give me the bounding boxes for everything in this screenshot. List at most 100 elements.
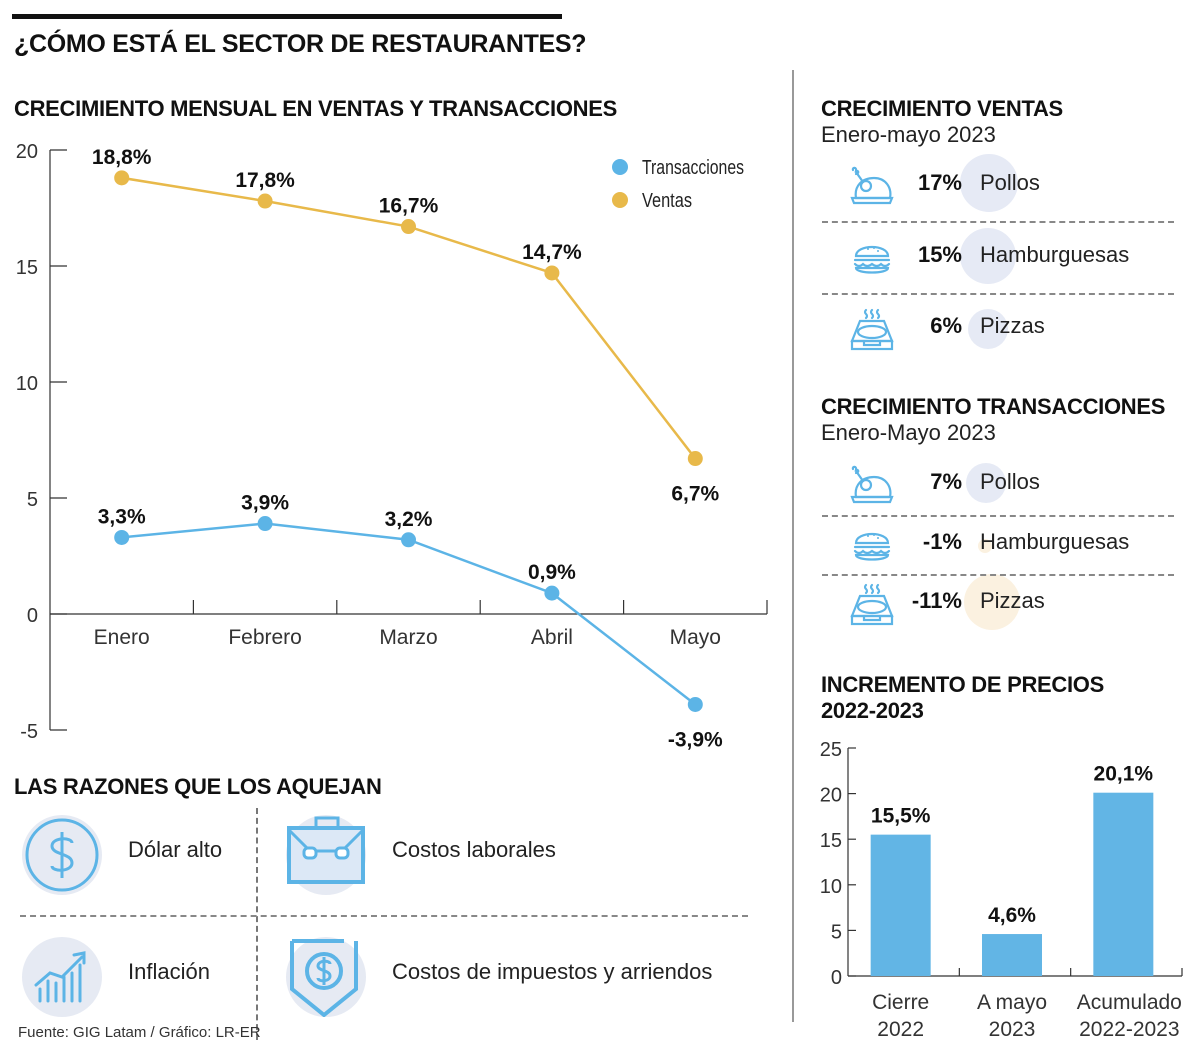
category-percent: 6% — [930, 313, 962, 338]
bar — [1093, 792, 1154, 976]
value-bubble — [960, 154, 1018, 212]
category-label: Pollos — [980, 170, 1040, 195]
category-label: Pizzas — [980, 313, 1045, 338]
transacciones-row-divider — [822, 515, 1174, 517]
icon-bubble — [286, 937, 366, 1017]
reason-label: Inflación — [128, 959, 210, 984]
bar-y-tick-label: 0 — [831, 967, 842, 989]
legend-label: Transacciones — [642, 157, 744, 179]
y-tick-label: 20 — [16, 141, 38, 163]
x-tick-label: Abril — [531, 626, 573, 649]
ventas-row-divider — [822, 293, 1174, 295]
ventas-panel-title: CRECIMIENTO VENTAS — [821, 96, 1063, 121]
ventas-panel-subtitle: Enero-mayo 2023 — [821, 122, 996, 147]
bar — [982, 934, 1042, 976]
reason-label: Costos de impuestos y arriendos — [392, 959, 713, 984]
bar-category-label: 2022-2023 — [1079, 1018, 1179, 1041]
line-chart-title: CRECIMIENTO MENSUAL EN VENTAS Y TRANSACC… — [14, 96, 617, 121]
value-bubble — [978, 539, 992, 553]
data-label: 14,7% — [522, 241, 582, 264]
bar-y-tick-label: 20 — [820, 785, 842, 807]
reason-item-inflacion: Inflación — [22, 937, 252, 1047]
bar-category-label: Cierre — [872, 991, 929, 1014]
data-point-ventas — [687, 451, 703, 467]
pizza-box-icon — [848, 307, 896, 351]
data-point-ventas — [544, 265, 560, 281]
y-tick-label: 10 — [16, 373, 38, 395]
bar-category-label: 2022 — [877, 1018, 924, 1041]
transacciones-row-pizzas: -11% Pizzas — [820, 574, 1172, 634]
bar-category-label: 2023 — [989, 1018, 1036, 1041]
pizza-box-icon — [848, 582, 896, 626]
transacciones-panel-subtitle: Enero-Mayo 2023 — [821, 420, 996, 445]
reason-item-laborales: Costos laborales — [286, 815, 746, 925]
source-note: Fuente: GIG Latam / Gráfico: LR-ER — [18, 1024, 261, 1041]
line-chart: 20 15 10 5 0 -5 Enero Febrero Marzo Abril Mayo 18,8… — [16, 141, 768, 751]
legend-label: Ventas — [642, 190, 692, 212]
category-label: Pollos — [980, 469, 1040, 494]
data-label: 18,8% — [92, 146, 152, 169]
shield-dollar-icon — [290, 939, 358, 1017]
page-title: ¿CÓMO ESTÁ EL SECTOR DE RESTAURANTES? — [14, 30, 587, 58]
bar-chart-subtitle: 2022-2023 — [821, 698, 924, 723]
category-percent: 17% — [917, 170, 962, 195]
reason-item-impuestos: Costos de impuestos y arriendos — [286, 937, 746, 1047]
reason-label: Costos laborales — [392, 837, 556, 862]
data-label: -3,9% — [668, 728, 723, 751]
reasons-title: LAS RAZONES QUE LOS AQUEJAN — [14, 774, 382, 799]
growth-chart-icon — [34, 951, 86, 1003]
bar-y-tick-label: 25 — [820, 739, 842, 761]
category-percent: -11% — [911, 588, 962, 613]
data-point-ventas — [257, 193, 273, 209]
data-point-transacciones — [544, 585, 560, 601]
transacciones-row-divider — [822, 574, 1174, 576]
bar-chart-title: INCREMENTO DE PRECIOS — [821, 672, 1104, 697]
bar-category-label: Acumulado — [1077, 991, 1182, 1014]
category-percent: -1% — [922, 529, 962, 554]
x-tick-label: Febrero — [228, 626, 302, 649]
ventas-row-pizzas: 6% Pizzas — [820, 299, 1172, 359]
bar-value-label: 15,5% — [871, 805, 931, 828]
bar — [870, 834, 931, 976]
data-label: 0,9% — [528, 561, 576, 584]
x-tick-label: Enero — [94, 626, 150, 649]
transacciones-row-pollos: 7% Pollos — [820, 455, 1172, 515]
category-percent: 7% — [930, 469, 962, 494]
bar-y-tick-label: 5 — [831, 921, 842, 943]
category-label: Pizzas — [980, 588, 1045, 613]
burger-icon — [848, 523, 896, 567]
data-point-transacciones — [257, 516, 273, 532]
data-point-transacciones — [687, 696, 703, 712]
x-tick-label: Marzo — [379, 626, 437, 649]
y-tick-label: 15 — [16, 257, 38, 279]
y-tick-label: 0 — [27, 605, 38, 627]
chicken-icon — [848, 463, 896, 507]
data-point-transacciones — [401, 532, 416, 548]
top-rule — [12, 14, 562, 19]
reason-item-dolar: Dólar alto — [22, 815, 252, 925]
briefcase-icon — [287, 816, 365, 884]
data-label: 6,7% — [671, 483, 719, 506]
value-bubble — [964, 574, 1020, 630]
burger-icon — [848, 236, 896, 280]
legend-marker-transacciones — [612, 159, 628, 175]
data-label: 3,2% — [385, 508, 433, 531]
bar-y-tick-label: 15 — [820, 830, 842, 852]
chicken-icon — [848, 164, 896, 208]
bar-value-label: 4,6% — [988, 904, 1036, 927]
data-label: 16,7% — [379, 195, 439, 218]
data-point-ventas — [114, 170, 130, 186]
transacciones-panel-title: CRECIMIENTO TRANSACCIONES — [821, 394, 1166, 419]
value-bubble — [968, 309, 1008, 349]
reasons-vertical-divider — [256, 808, 258, 1040]
dollar-coin-icon — [25, 818, 99, 892]
data-label: 3,9% — [241, 492, 289, 515]
ventas-row-pollos: 17% Pollos — [820, 154, 1172, 216]
data-point-transacciones — [114, 529, 130, 545]
legend-marker-ventas — [612, 192, 628, 208]
ventas-row-hamburguesas: 15% Hamburguesas — [820, 228, 1172, 288]
bar-y-tick-label: 10 — [820, 876, 842, 898]
bar-value-label: 20,1% — [1094, 763, 1154, 786]
category-percent: 15% — [917, 242, 962, 267]
data-point-ventas — [401, 219, 416, 235]
